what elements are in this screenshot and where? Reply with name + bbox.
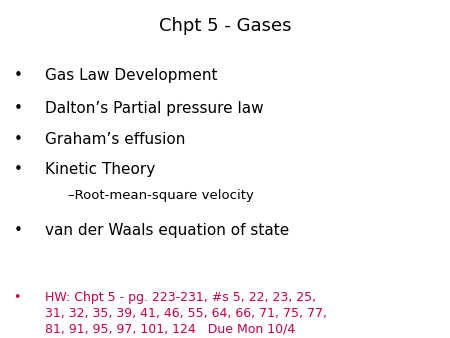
Text: •: • — [14, 223, 22, 238]
Text: Dalton’s Partial pressure law: Dalton’s Partial pressure law — [45, 101, 264, 116]
Text: –Root-mean-square velocity: –Root-mean-square velocity — [68, 189, 253, 202]
Text: Kinetic Theory: Kinetic Theory — [45, 162, 155, 177]
Text: Chpt 5 - Gases: Chpt 5 - Gases — [159, 17, 291, 35]
Text: •: • — [14, 162, 22, 177]
Text: •: • — [14, 291, 21, 304]
Text: van der Waals equation of state: van der Waals equation of state — [45, 223, 289, 238]
Text: HW: Chpt 5 - pg. 223-231, #s 5, 22, 23, 25,
31, 32, 35, 39, 41, 46, 55, 64, 66, : HW: Chpt 5 - pg. 223-231, #s 5, 22, 23, … — [45, 291, 327, 336]
Text: •: • — [14, 68, 22, 82]
Text: Graham’s effusion: Graham’s effusion — [45, 132, 185, 147]
Text: Gas Law Development: Gas Law Development — [45, 68, 217, 82]
Text: •: • — [14, 132, 22, 147]
Text: •: • — [14, 101, 22, 116]
